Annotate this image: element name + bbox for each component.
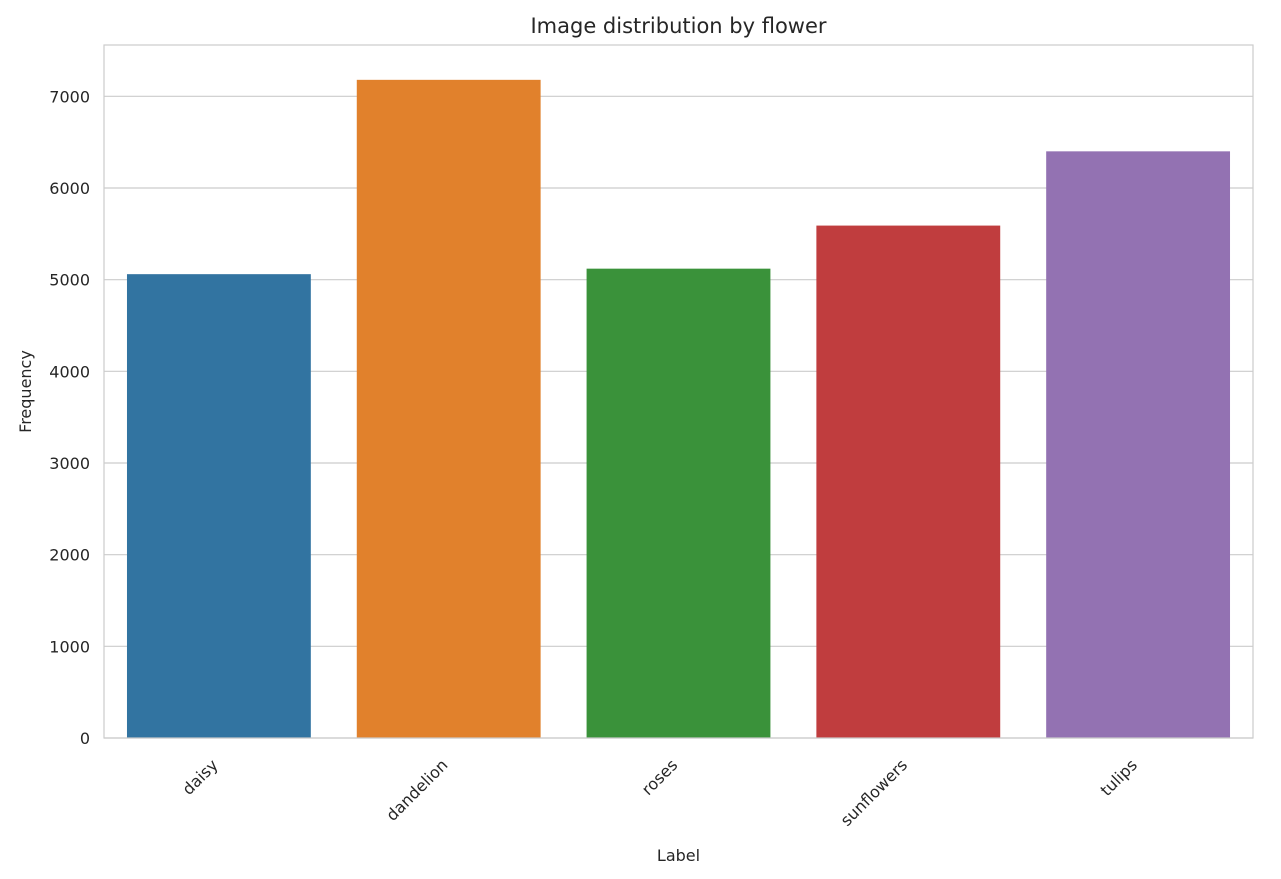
x-tick-label: daisy (178, 755, 221, 798)
bar-tulips (1046, 151, 1231, 739)
y-tick-label: 5000 (49, 271, 90, 290)
chart-title: Image distribution by flower (530, 14, 826, 38)
y-axis-ticks: 0 1000 2000 3000 4000 5000 6000 7000 (49, 87, 90, 748)
x-tick-label: sunflowers (837, 755, 911, 829)
x-axis-label: Label (657, 846, 700, 865)
y-tick-label: 2000 (49, 546, 90, 565)
bar-daisy (126, 274, 311, 738)
y-tick-label: 1000 (49, 637, 90, 656)
x-tick-label: tulips (1097, 755, 1141, 799)
y-tick-label: 4000 (49, 362, 90, 381)
y-tick-label: 3000 (49, 454, 90, 473)
y-tick-label: 6000 (49, 179, 90, 198)
y-tick-label: 7000 (49, 87, 90, 106)
bars (126, 79, 1231, 739)
y-tick-label: 0 (80, 729, 90, 748)
x-tick-label: roses (638, 755, 682, 799)
bar-roses (586, 268, 771, 738)
bar-dandelion (356, 79, 541, 739)
plot-frame (103, 44, 1254, 739)
x-axis-ticks: daisy dandelion roses sunflowers tulips (178, 755, 1140, 829)
bar-sunflowers (816, 225, 1001, 739)
x-tick-label: dandelion (382, 755, 451, 824)
y-axis-label: Frequency (16, 350, 35, 433)
